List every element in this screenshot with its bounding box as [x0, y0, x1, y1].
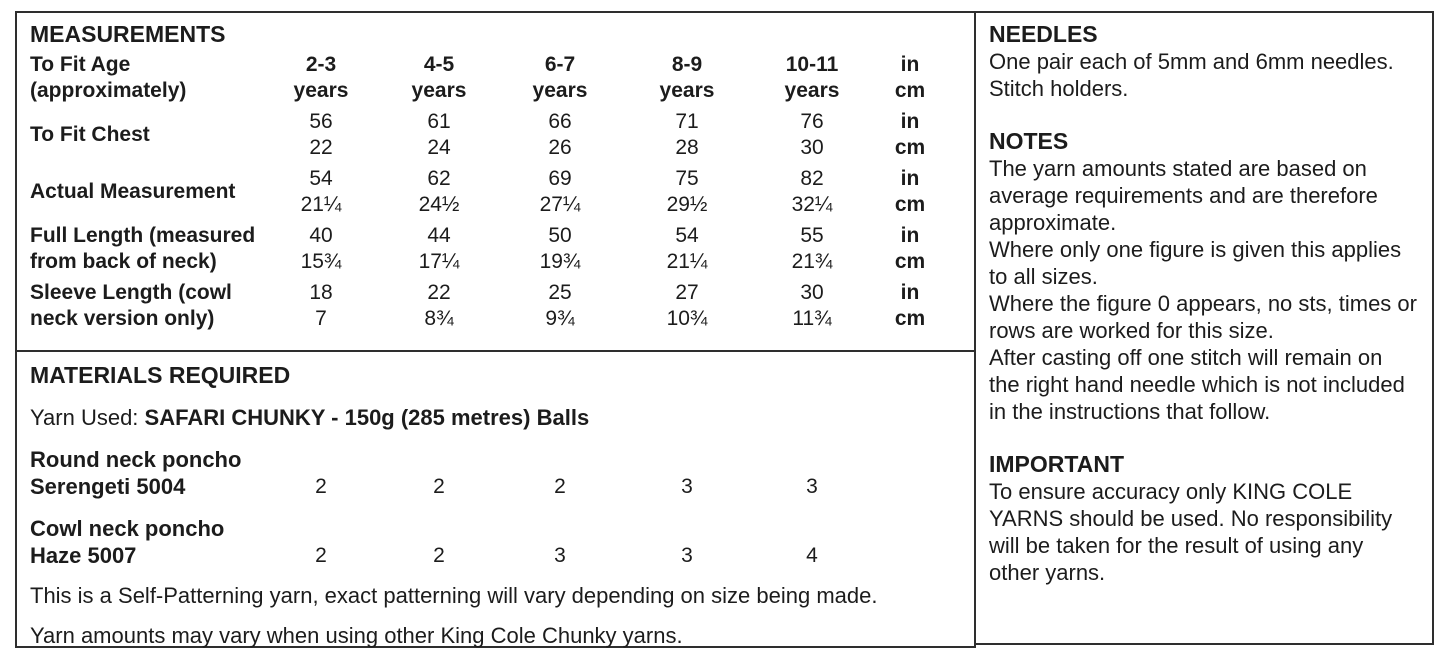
size-col-header-3: 6-7 years — [532, 53, 588, 102]
measurement-cell: 18 7 — [309, 281, 333, 330]
measurement-cell: 75 29½ — [666, 167, 708, 216]
unit-col-header: in cm — [894, 53, 926, 102]
measurement-cell: 61 24 — [427, 110, 451, 159]
balls-cell: 3 — [554, 544, 566, 567]
yarn-name: Cowl neck poncho Haze 5007 — [30, 516, 225, 568]
needles-heading: NEEDLES — [989, 21, 1098, 47]
row-label: To Fit Chest — [30, 123, 150, 146]
notes-sidebar: NEEDLES One pair each of 5mm and 6mm nee… — [974, 11, 1434, 645]
measurement-cell: 76 30 — [800, 110, 824, 159]
yarn-used-line: Yarn Used: SAFARI CHUNKY - 150g (285 met… — [30, 404, 974, 431]
measurements-header-row: To Fit Age (approximately) 2-3 years 4-5… — [17, 52, 974, 104]
self-patterning-note: This is a Self-Patterning yarn, exact pa… — [30, 583, 878, 608]
measurement-cell: 54 21¼ — [666, 224, 708, 273]
materials-panel: MATERIALS REQUIRED Yarn Used: SAFARI CHU… — [15, 350, 976, 648]
yarn-amounts-note: Yarn amounts may vary when using other K… — [30, 623, 683, 648]
yarn-name: Round neck poncho Serengeti 5004 — [30, 447, 242, 499]
notes-paragraph: After casting off one stitch will remain… — [989, 345, 1405, 424]
needles-line: Stitch holders. — [989, 76, 1129, 101]
measurements-row-to-fit-chest: To Fit Chest 56 22 61 24 66 26 71 28 76 … — [17, 109, 974, 161]
balls-cell: 2 — [315, 475, 327, 498]
unit-cell: in cm — [894, 167, 926, 216]
measurement-cell: 66 26 — [548, 110, 572, 159]
balls-cell: 3 — [681, 544, 693, 567]
balls-cell: 2 — [315, 544, 327, 567]
measurements-row-actual-measurement: Actual Measurement 54 21¼ 62 24½ 69 27¼ … — [17, 166, 974, 218]
notes-paragraph: Where the figure 0 appears, no sts, time… — [989, 291, 1417, 343]
balls-cell: 2 — [433, 544, 445, 567]
notes-paragraph: The yarn amounts stated are based on ave… — [989, 156, 1378, 235]
yarn-used-label: Yarn Used: — [30, 405, 145, 430]
unit-cell: in cm — [894, 110, 926, 159]
measurements-panel: MEASUREMENTS To Fit Age (approximately) … — [15, 11, 976, 352]
row-label: Actual Measurement — [30, 180, 236, 203]
size-col-header-2: 4-5 years — [411, 53, 467, 102]
measurement-cell: 56 22 — [309, 110, 333, 159]
important-text: To ensure accuracy only KING COLE YARNS … — [989, 479, 1393, 585]
measurement-cell: 44 17¼ — [418, 224, 460, 273]
row-label: Full Length (measured from back of neck) — [30, 224, 256, 273]
notes-heading: NOTES — [989, 128, 1069, 154]
measurement-cell: 25 9¾ — [545, 281, 575, 330]
notes-paragraph: Where only one figure is given this appl… — [989, 237, 1402, 289]
measurements-row-full-length: Full Length (measured from back of neck)… — [17, 223, 974, 275]
balls-cell: 2 — [433, 475, 445, 498]
size-col-header-4: 8-9 years — [659, 53, 715, 102]
measurement-cell: 40 15¾ — [300, 224, 342, 273]
materials-row-cowl-neck: Cowl neck poncho Haze 5007 2 2 3 3 4 — [17, 515, 974, 569]
unit-cell: in cm — [894, 281, 926, 330]
measurement-cell: 30 11¾ — [792, 281, 832, 330]
measurement-cell: 54 21¼ — [300, 167, 342, 216]
measurement-cell: 55 21¾ — [791, 224, 833, 273]
measurement-cell: 71 28 — [675, 110, 699, 159]
balls-cell: 3 — [806, 475, 818, 498]
measurements-heading: MEASUREMENTS — [30, 21, 226, 47]
measurement-cell: 27 10¾ — [666, 281, 708, 330]
row-label: Sleeve Length (cowl neck version only) — [30, 281, 232, 330]
measurements-row-sleeve-length: Sleeve Length (cowl neck version only) 1… — [17, 280, 974, 332]
unit-cell: in cm — [894, 224, 926, 273]
materials-heading: MATERIALS REQUIRED — [30, 362, 291, 388]
size-col-header-5: 10-11 years — [784, 53, 840, 102]
row-label-to-fit-age: To Fit Age (approximately) — [30, 53, 187, 102]
measurement-cell: 69 27¼ — [539, 167, 581, 216]
measurement-cell: 22 8¾ — [424, 281, 454, 330]
materials-row-round-neck: Round neck poncho Serengeti 5004 2 2 2 3… — [17, 446, 974, 500]
balls-cell: 4 — [806, 544, 818, 567]
balls-cell: 2 — [554, 475, 566, 498]
measurement-cell: 50 19¾ — [539, 224, 581, 273]
important-heading: IMPORTANT — [989, 451, 1125, 477]
balls-cell: 3 — [681, 475, 693, 498]
size-col-header-1: 2-3 years — [293, 53, 349, 102]
measurement-cell: 82 32¼ — [791, 167, 833, 216]
needles-line: One pair each of 5mm and 6mm needles. — [989, 49, 1394, 74]
yarn-used-value: SAFARI CHUNKY - 150g (285 metres) Balls — [144, 405, 590, 430]
measurement-cell: 62 24½ — [418, 167, 460, 216]
